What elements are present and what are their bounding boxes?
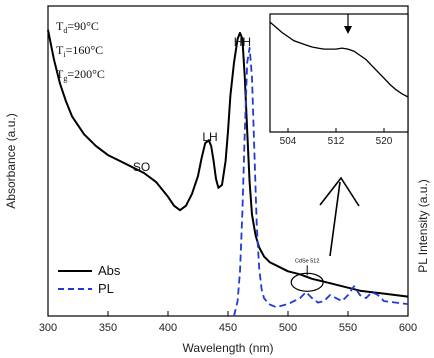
condition-g: Tg=200°C [56,67,105,83]
legend: Abs PL [58,263,121,296]
x-axis-ticks: 300 350 400 450 500 550 600 [39,311,417,334]
y-axis-title-left: Absorbance (a.u.) [4,113,18,208]
x-tick-label: 300 [39,322,57,334]
series-layer [47,29,409,317]
x-tick-label: 350 [99,322,117,334]
inset-x-ticks: 504 512 520 [280,128,393,147]
inset-panel: 504 512 520 [269,13,409,147]
condition-labels: Td=90°C Ti=160°C Tg=200°C [56,19,105,83]
inset-series-layer [269,14,409,98]
inset-tick-label: 512 [328,136,345,147]
x-tick-label: 600 [399,322,417,334]
peak-label-lh: LH [202,130,217,144]
peak-label-hh: HH [234,35,251,49]
annotation-label: CdSe 512 [295,258,319,264]
x-tick-label: 450 [219,322,237,334]
peak-labels: SO LH HH [133,35,251,174]
x-axis-title: Wavelength (nm) [183,341,274,355]
y-axis-title-right: PL Intensity (a.u.) [416,179,430,273]
x-tick-label: 550 [339,322,357,334]
annotation-arrow-shaft [329,181,341,257]
peak-label-so: SO [133,160,150,174]
x-tick-label: 500 [279,322,297,334]
legend-label-abs: Abs [98,263,121,278]
inset-tick-label: 520 [376,136,393,147]
cdse-annotation: CdSe 512 [290,176,360,292]
inset-arrow-head [344,26,352,34]
inset-series-abs-line [269,21,409,98]
series-pl-line [233,46,409,317]
inset-tick-label: 504 [280,136,297,147]
inset-frame [269,13,409,133]
condition-d: Td=90°C [56,19,99,35]
legend-label-pl: PL [98,281,114,296]
x-tick-label: 400 [159,322,177,334]
condition-i: Ti=160°C [56,43,103,59]
annotation-arrow-head [319,176,360,207]
series-abs-line [47,29,409,298]
